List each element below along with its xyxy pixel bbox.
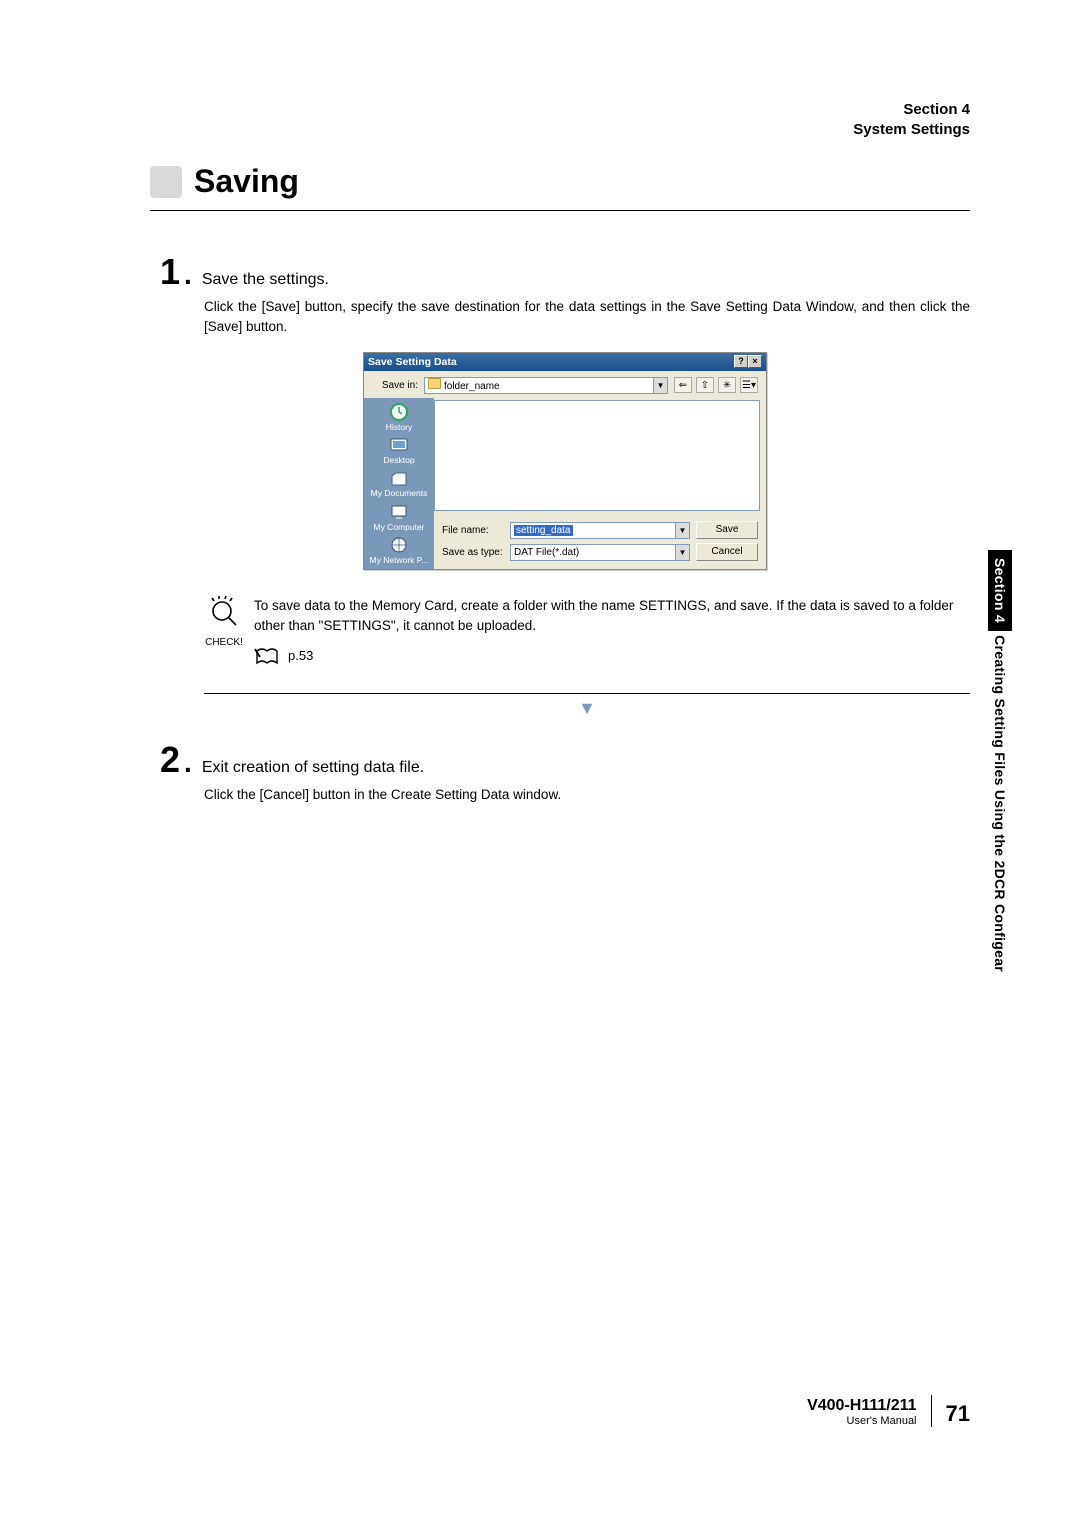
step-body: Click the [Cancel] button in the Create … <box>204 785 970 805</box>
save-in-combo[interactable]: folder_name ▼ <box>424 377 668 394</box>
step-dot: . <box>184 259 192 291</box>
file-list-area[interactable] <box>434 400 760 512</box>
side-tab-title: Creating Setting Files Using the 2DCR Co… <box>992 631 1008 972</box>
check-label: CHECK! <box>204 637 244 648</box>
step-dot: . <box>184 747 192 779</box>
chevron-down-icon[interactable]: ▼ <box>675 545 689 560</box>
page-title: Saving <box>194 163 299 200</box>
view-menu-icon[interactable]: ☰▾ <box>740 377 758 393</box>
step-body: Click the [Save] button, specify the sav… <box>204 297 970 338</box>
check-text: To save data to the Memory Card, create … <box>254 596 970 637</box>
help-button[interactable]: ? <box>734 355 748 368</box>
dialog-title: Save Setting Data <box>368 356 457 368</box>
heading-bullet-icon <box>150 166 182 198</box>
dialog-titlebar: Save Setting Data ? × <box>364 353 766 371</box>
place-my-computer[interactable]: My Computer <box>373 502 424 532</box>
filename-input[interactable]: setting_data ▼ <box>510 522 690 539</box>
save-button[interactable]: Save <box>696 521 758 539</box>
section-line: Section 4 <box>150 100 970 120</box>
side-tab-section: Section 4 <box>988 550 1012 631</box>
saveastype-combo[interactable]: DAT File(*.dat) ▼ <box>510 544 690 561</box>
step-2: 2 . Exit creation of setting data file. … <box>160 739 970 805</box>
users-manual-label: User's Manual <box>807 1415 916 1427</box>
chevron-down-icon[interactable]: ▼ <box>675 523 689 538</box>
check-magnifier-icon <box>207 596 241 630</box>
filename-value: setting_data <box>514 525 573 536</box>
divider <box>204 693 970 694</box>
side-tab: Section 4 Creating Setting Files Using t… <box>982 540 1008 1100</box>
new-folder-icon[interactable]: ✳ <box>718 377 736 393</box>
model-number: V400-H111/211 <box>807 1397 916 1415</box>
section-header: Section 4 System Settings <box>150 100 970 139</box>
step-num: 1 <box>160 251 180 293</box>
place-history[interactable]: History <box>386 402 412 432</box>
section-title: System Settings <box>150 120 970 140</box>
saveastype-label: Save as type: <box>442 547 504 558</box>
folder-icon <box>428 378 441 389</box>
page-footer: V400-H111/211 User's Manual 71 <box>807 1395 970 1427</box>
step-title: Exit creation of setting data file. <box>202 759 424 777</box>
step-1: 1 . Save the settings. Click the [Save] … <box>160 251 970 719</box>
check-note: CHECK! To save data to the Memory Card, … <box>204 596 970 667</box>
page-reference-icon <box>254 645 280 667</box>
history-icon <box>388 402 410 422</box>
divider <box>150 210 970 211</box>
my-network-icon <box>388 535 410 555</box>
places-bar: History Desktop My Documents My Com <box>364 398 434 570</box>
continue-triangle-icon: ▼ <box>204 698 970 719</box>
up-one-level-icon[interactable]: ⇧ <box>696 377 714 393</box>
save-in-value: folder_name <box>444 381 500 392</box>
page-number: 71 <box>946 1401 970 1427</box>
cancel-button[interactable]: Cancel <box>696 543 758 561</box>
desktop-icon <box>388 435 410 455</box>
save-dialog: Save Setting Data ? × Save in: folder_na… <box>363 352 767 571</box>
close-button[interactable]: × <box>748 355 762 368</box>
step-num: 2 <box>160 739 180 781</box>
filename-label: File name: <box>442 525 504 536</box>
chevron-down-icon[interactable]: ▼ <box>653 378 667 393</box>
step-title: Save the settings. <box>202 271 329 289</box>
my-documents-icon <box>388 468 410 488</box>
footer-separator <box>931 1395 932 1427</box>
back-icon[interactable]: ⇐ <box>674 377 692 393</box>
place-my-network[interactable]: My Network P... <box>370 535 429 565</box>
place-my-documents[interactable]: My Documents <box>371 468 428 498</box>
page-reference: p.53 <box>288 646 313 666</box>
my-computer-icon <box>388 502 410 522</box>
place-desktop[interactable]: Desktop <box>383 435 414 465</box>
saveastype-value: DAT File(*.dat) <box>514 547 579 558</box>
save-in-label: Save in: <box>372 380 418 391</box>
